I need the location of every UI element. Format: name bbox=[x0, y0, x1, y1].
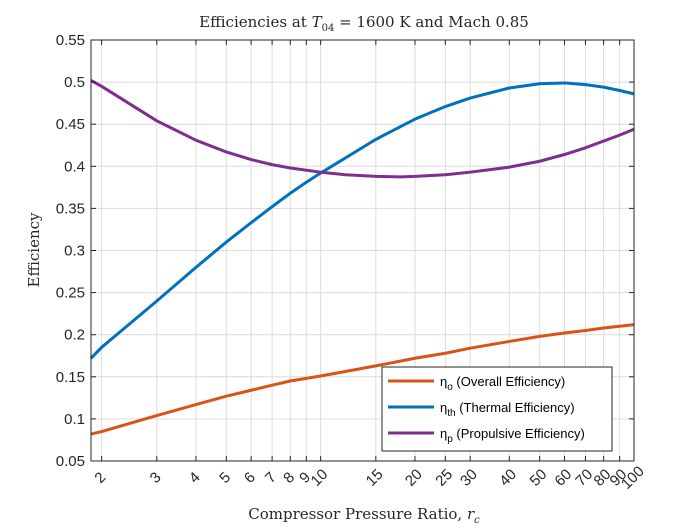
y-axis-label: Efficiency bbox=[25, 212, 43, 288]
legend-label-overall: ηo (Overall Efficiency) bbox=[440, 374, 565, 393]
series-line-thermal bbox=[89, 81, 635, 360]
chart-title: Efficiencies at T04 = 1600 K and Mach 0.… bbox=[199, 13, 529, 34]
y-tick-label: 0.4 bbox=[64, 158, 85, 175]
legend-label-thermal: ηth (Thermal Efficiency) bbox=[440, 400, 575, 419]
y-tick-label: 0.5 bbox=[64, 74, 85, 91]
x-axis-label: Compressor Pressure Ratio, rc bbox=[248, 505, 480, 525]
series-line-overall bbox=[90, 323, 635, 436]
y-tick-label: 0.45 bbox=[56, 116, 85, 133]
y-tick-labels: 0.05 0.1 0.15 0.2 0.25 0.3 0.35 0.4 0.45 0.5 0.55 bbox=[56, 32, 85, 470]
legend: ηo (Overall Efficiency) ηth (Thermal Effi… bbox=[381, 366, 613, 452]
y-tick-label: 0.25 bbox=[56, 285, 85, 302]
y-tick-label: 0.3 bbox=[64, 243, 85, 260]
y-tick-label: 0.15 bbox=[56, 369, 85, 386]
y-tick-label: 0.2 bbox=[64, 327, 85, 344]
series-layer bbox=[89, 79, 635, 436]
legend-label-propulsive: ηp (Propulsive Efficiency) bbox=[440, 426, 585, 445]
y-tick-label: 0.55 bbox=[56, 32, 85, 49]
y-tick-label: 0.35 bbox=[56, 200, 85, 217]
series-line-propulsive bbox=[90, 79, 635, 179]
y-tick-label: 0.05 bbox=[56, 453, 85, 470]
y-tick-label: 0.1 bbox=[64, 411, 85, 428]
tick-marks bbox=[91, 39, 635, 462]
